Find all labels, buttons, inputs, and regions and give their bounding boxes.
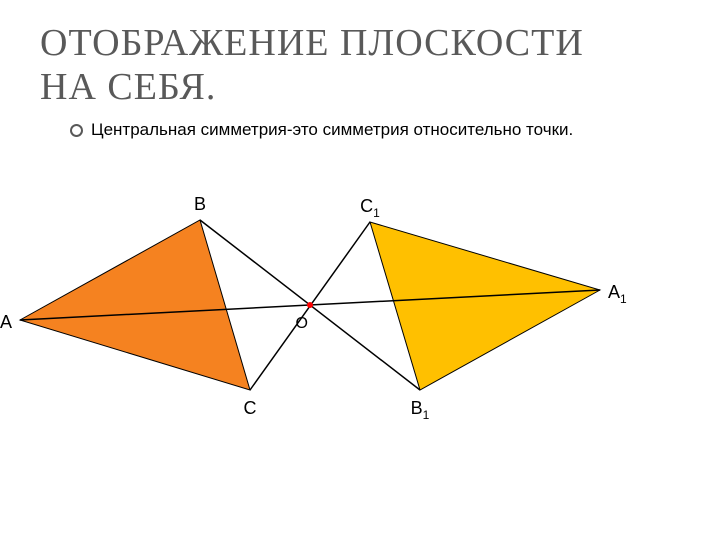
- page-title: ОТОБРАЖЕНИЕ ПЛОСКОСТИ НА СЕБЯ.: [40, 22, 584, 109]
- title-line-1: ОТОБРАЖЕНИЕ ПЛОСКОСТИ: [40, 22, 584, 64]
- bullet-circle-icon: [70, 124, 83, 137]
- triangle: [20, 220, 250, 390]
- triangle: [370, 222, 600, 390]
- vertex-label: А1: [608, 282, 627, 306]
- vertex-label: А: [0, 312, 12, 332]
- bullet-item: Центральная симметрия-это симметрия отно…: [70, 120, 573, 140]
- bullet-text: Центральная симметрия-это симметрия отно…: [91, 120, 573, 140]
- vertex-label: С1: [360, 196, 380, 220]
- vertex-label: С: [244, 398, 257, 418]
- vertex-label: В: [194, 194, 206, 214]
- title-line-2: НА СЕБЯ.: [40, 66, 216, 108]
- symmetry-diagram: А В С О А1 В1 С1: [0, 160, 720, 520]
- vertex-label: В1: [411, 398, 430, 422]
- vertex-label: О: [296, 315, 308, 332]
- center-point-icon: [307, 302, 313, 308]
